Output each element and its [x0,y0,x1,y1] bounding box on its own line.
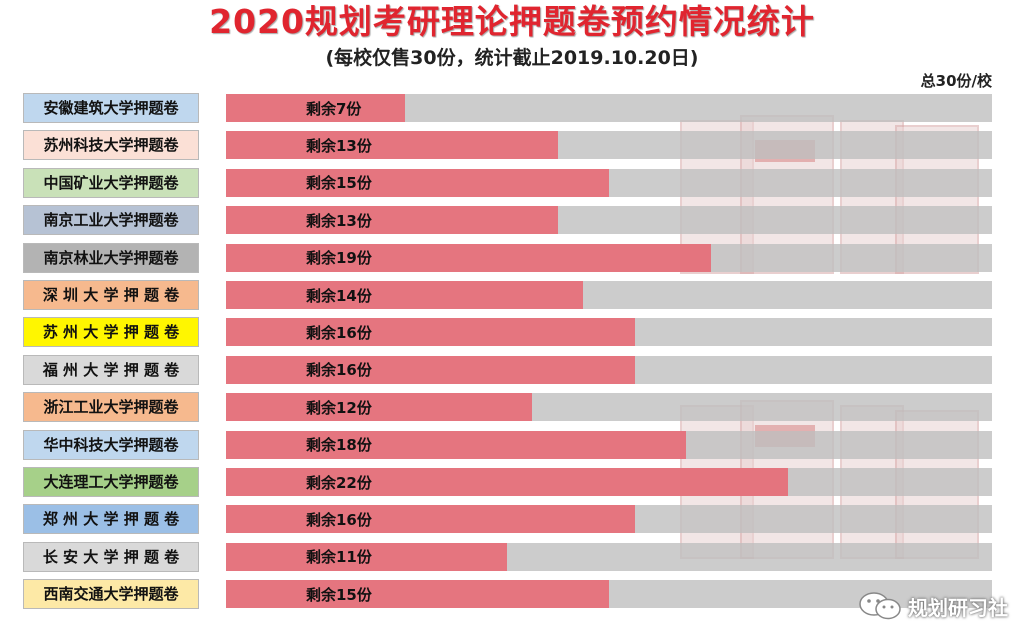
bar-track: 剩余16份 [226,355,992,384]
bar-fill [226,542,507,571]
bar-track: 剩余11份 [226,542,992,571]
bar-row: 长 安 大 学 押 题 卷 剩余11份 [0,541,1024,572]
bar-track: 剩余12份 [226,393,992,422]
bar-fill [226,206,558,235]
bar-row: 华中科技大学押题卷 剩余18份 [0,429,1024,460]
total-note: 总30份/校 [920,72,992,90]
bar-row: 南京工业大学押题卷 剩余13份 [0,205,1024,236]
bar-track: 剩余7份 [226,94,992,122]
bar-row: 中国矿业大学押题卷 剩余15份 [0,167,1024,198]
bar-value-label: 剩余13份 [306,211,372,230]
chart-title: 2020规划考研理论押题卷预约情况统计 [209,2,815,41]
bar-row: 郑 州 大 学 押 题 卷 剩余16份 [0,504,1024,535]
chart-subtitle: (每校仅售30份，统计截止2019.10.20日) [325,47,699,69]
bar-fill [226,281,583,309]
category-label: 安徽建筑大学押题卷 [23,93,199,123]
bar-value-label: 剩余16份 [306,361,372,380]
category-label: 苏州科技大学押题卷 [23,130,199,161]
bar-value-label: 剩余19份 [306,249,372,268]
bar-fill [226,168,609,197]
bar-fill [226,131,558,160]
bar-row: 福 州 大 学 押 题 卷 剩余16份 [0,354,1024,385]
bar-fill [226,94,405,122]
bar-value-label: 剩余13份 [306,136,372,155]
bar-row: 苏 州 大 学 押 题 卷 剩余16份 [0,317,1024,348]
bar-track: 剩余16份 [226,318,992,347]
bar-value-label: 剩余15份 [306,174,372,193]
wechat-icon [859,592,901,620]
bar-fill [226,393,532,422]
category-label: 华中科技大学押题卷 [23,429,199,460]
bar-track: 剩余14份 [226,281,992,309]
bar-track: 剩余19份 [226,243,992,272]
bar-value-label: 剩余14份 [306,286,372,305]
category-label: 长 安 大 学 押 题 卷 [23,541,199,572]
bar-row: 深 圳 大 学 押 题 卷 剩余14份 [0,280,1024,310]
category-label: 南京林业大学押题卷 [23,242,199,273]
category-label: 南京工业大学押题卷 [23,205,199,236]
bar-value-label: 剩余12份 [306,398,372,417]
category-label: 大连理工大学押题卷 [23,467,199,497]
bar-row: 浙江工业大学押题卷 剩余12份 [0,392,1024,423]
bar-value-label: 剩余11份 [306,548,372,567]
bar-fill [226,355,635,384]
brand-name: 规划研习社 [908,595,1008,620]
bar-value-label: 剩余22份 [306,473,372,492]
bar-track: 剩余15份 [226,168,992,197]
bar-value-label: 剩余7份 [306,99,362,118]
bar-row: 大连理工大学押题卷 剩余22份 [0,467,1024,497]
bar-track: 剩余16份 [226,505,992,534]
bar-track: 剩余18份 [226,430,992,459]
bar-track: 剩余22份 [226,468,992,496]
category-label: 中国矿业大学押题卷 [23,167,199,198]
bar-row: 苏州科技大学押题卷 剩余13份 [0,130,1024,161]
bar-fill [226,580,609,609]
bar-fill [226,318,635,347]
category-label: 浙江工业大学押题卷 [23,392,199,423]
bar-value-label: 剩余18份 [306,436,372,455]
brand-logo: 规划研习社 [858,590,1008,622]
bar-fill [226,468,788,496]
bar-value-label: 剩余16份 [306,323,372,342]
bar-fill [226,505,635,534]
category-label: 郑 州 大 学 押 题 卷 [23,504,199,535]
category-label: 西南交通大学押题卷 [23,579,199,610]
category-label: 苏 州 大 学 押 题 卷 [23,317,199,348]
bar-value-label: 剩余16份 [306,510,372,529]
bar-track: 剩余13份 [226,206,992,235]
bar-fill [226,243,711,272]
bar-fill [226,430,686,459]
category-label: 深 圳 大 学 押 题 卷 [23,280,199,310]
bar-value-label: 剩余15份 [306,585,372,604]
category-label: 福 州 大 学 押 题 卷 [23,354,199,385]
bar-row: 南京林业大学押题卷 剩余19份 [0,242,1024,273]
bar-row: 安徽建筑大学押题卷 剩余7份 [0,93,1024,123]
bar-track: 剩余13份 [226,131,992,160]
